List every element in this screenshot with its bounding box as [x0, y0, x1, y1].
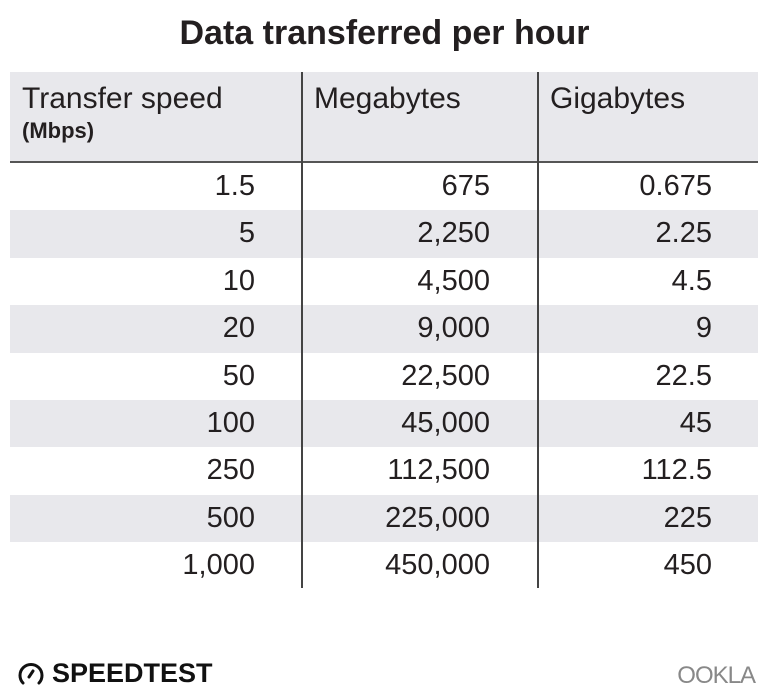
- header-label: Transfer speed: [22, 82, 223, 115]
- cell-speed: 100: [206, 407, 255, 439]
- table-row: 1,000 450,000 450: [10, 542, 758, 589]
- cell-gigabytes: 112.5: [641, 454, 712, 487]
- cell-speed: 5: [238, 217, 255, 250]
- cell-megabytes: 2,250: [417, 217, 490, 250]
- table-header: Transfer speed (Mbps) Megabytes Gigabyte…: [10, 72, 758, 163]
- speedtest-wordmark: SPEEDTEST: [52, 658, 213, 688]
- cell-speed: 50: [222, 359, 255, 392]
- table-row: 20 9,000 9: [10, 305, 758, 353]
- cell-speed: 250: [206, 454, 255, 487]
- table-row: 10 4,500 4.5: [10, 258, 758, 305]
- cell-megabytes: 675: [441, 170, 490, 202]
- cell-gigabytes: 450: [663, 549, 712, 582]
- table-row: 250 112,500 112.5: [10, 447, 758, 494]
- column-divider: [537, 72, 539, 588]
- cell-megabytes: 4,500: [417, 264, 490, 297]
- table-row: 100 45,000 45: [10, 400, 758, 448]
- cell-speed: 20: [222, 312, 255, 345]
- cell-gigabytes: 22.5: [655, 359, 712, 392]
- cell-speed: 1,000: [182, 549, 255, 582]
- table-row: 1.5 675 0.675: [10, 163, 758, 210]
- table-row: 500 225,000 225: [10, 494, 758, 543]
- cell-gigabytes: 9: [695, 312, 712, 345]
- cell-megabytes: 22,500: [401, 359, 490, 392]
- cell-megabytes: 225,000: [385, 501, 490, 534]
- speedtest-logo: SPEEDTEST: [18, 658, 213, 689]
- cell-gigabytes: 4.5: [671, 264, 712, 297]
- header-gigabytes: Gigabytes: [550, 82, 686, 115]
- cell-gigabytes: 2.25: [655, 217, 712, 250]
- column-divider: [301, 72, 303, 588]
- cell-megabytes: 450,000: [385, 549, 490, 582]
- cell-gigabytes: 225: [663, 501, 712, 534]
- cell-speed: 10: [222, 264, 255, 297]
- cell-megabytes: 45,000: [401, 407, 490, 439]
- speedometer-icon: [18, 662, 44, 684]
- table-row: 50 22,500 22.5: [10, 353, 758, 400]
- ookla-logo: OOKLA: [677, 662, 756, 689]
- cell-gigabytes: 45: [679, 407, 712, 439]
- cell-gigabytes: 0.675: [639, 170, 712, 202]
- table-title: Data transferred per hour: [179, 14, 590, 52]
- header-megabytes: Megabytes: [314, 82, 461, 115]
- cell-speed: 500: [206, 501, 255, 534]
- cell-megabytes: 112,500: [387, 454, 490, 487]
- header-unit: (Mbps): [22, 118, 95, 143]
- cell-megabytes: 9,000: [417, 312, 490, 345]
- table-row: 5 2,250 2.25: [10, 210, 758, 258]
- header-transfer-speed: Transfer speed (Mbps): [22, 82, 223, 144]
- cell-speed: 1.5: [214, 170, 255, 202]
